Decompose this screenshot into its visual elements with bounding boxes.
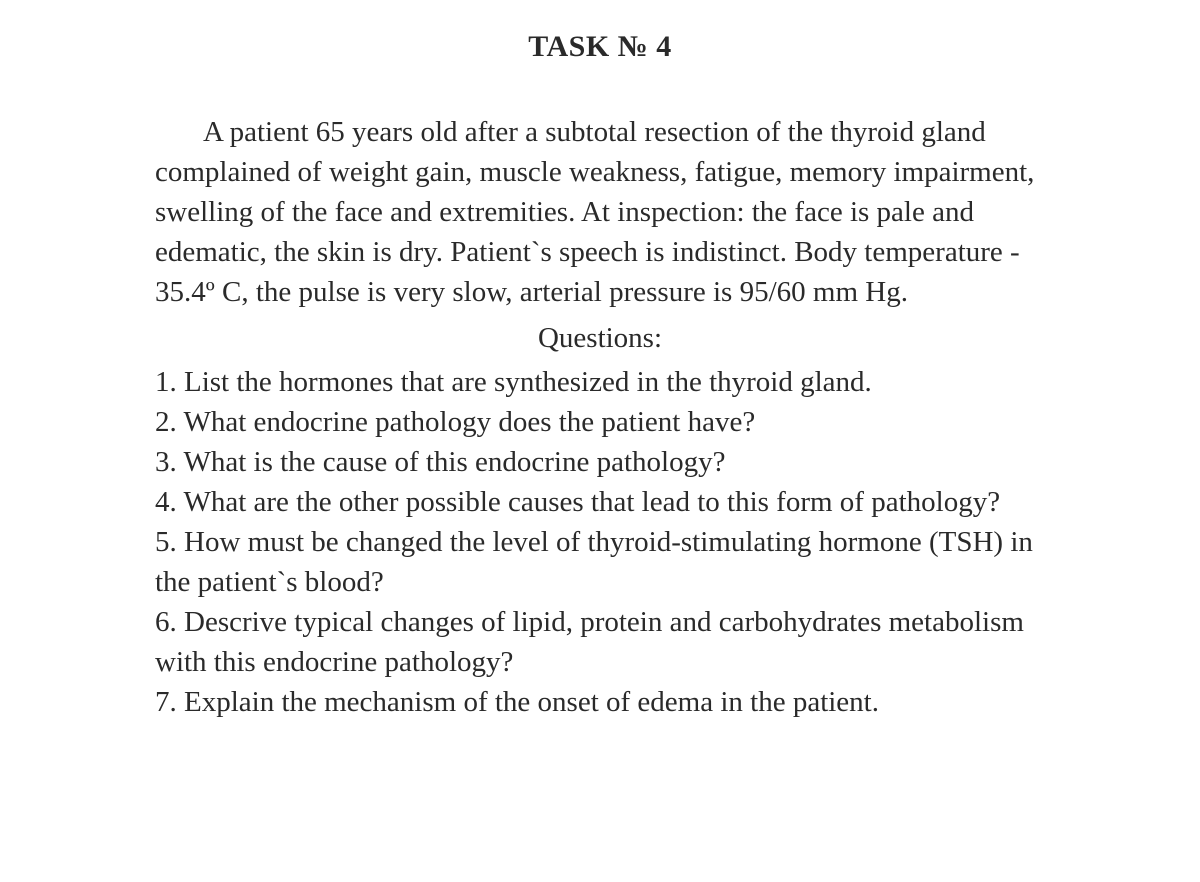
question-1: 1. List the hormones that are synthesize… [155,362,1045,402]
question-4: 4. What are the other possible causes th… [155,482,1045,522]
question-7: 7. Explain the mechanism of the onset of… [155,682,1045,722]
question-2: 2. What endocrine pathology does the pat… [155,402,1045,442]
question-3: 3. What is the cause of this endocrine p… [155,442,1045,482]
questions-list: 1. List the hormones that are synthesize… [155,362,1045,722]
question-6: 6. Descrive typical changes of lipid, pr… [155,602,1045,682]
case-description-text: A patient 65 years old after a subtotal … [155,116,1034,308]
task-title: TASK № 4 [155,30,1045,64]
questions-header: Questions: [155,318,1045,358]
question-5: 5. How must be changed the level of thyr… [155,522,1045,602]
case-description: A patient 65 years old after a subtotal … [155,112,1045,312]
